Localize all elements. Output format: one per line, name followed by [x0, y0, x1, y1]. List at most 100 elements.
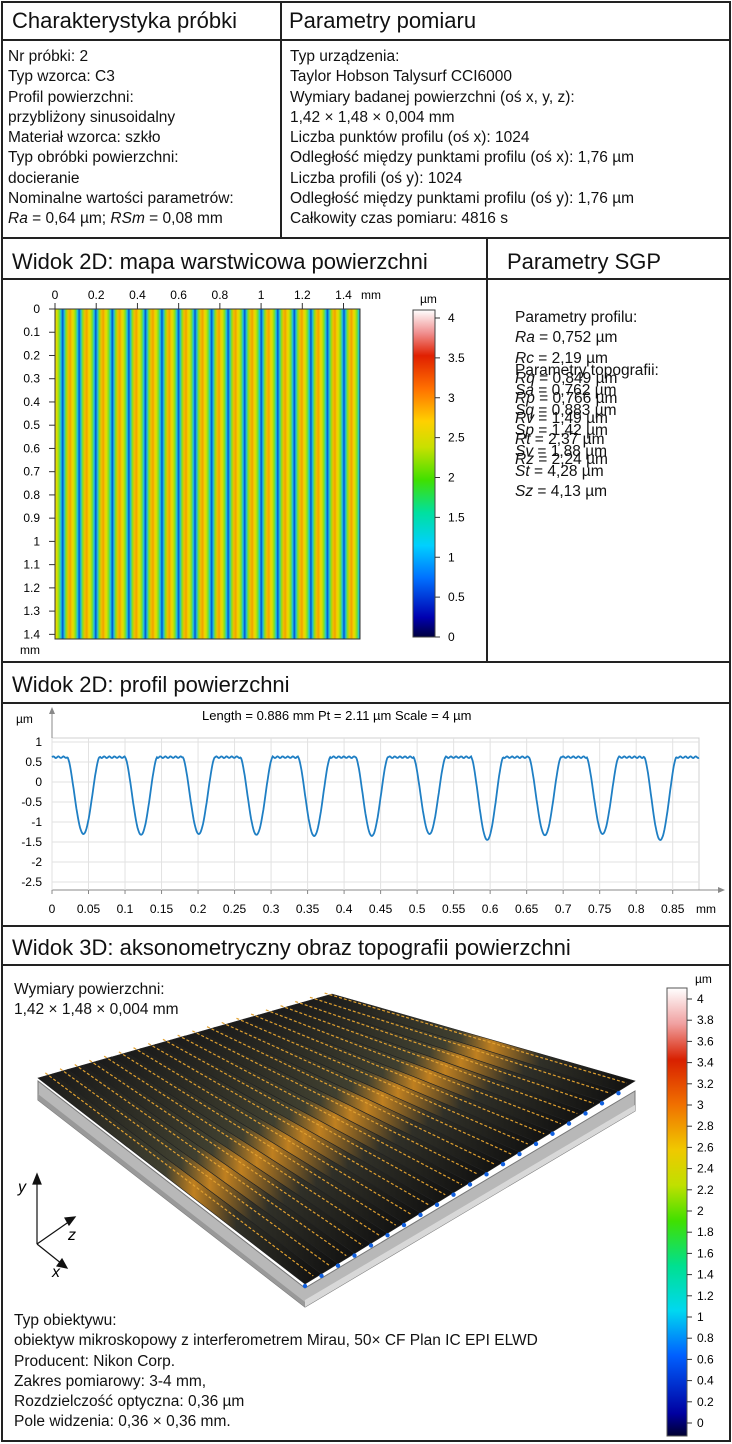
profile-x-tick: 0.2: [190, 902, 207, 916]
profile-y-tick: -1: [31, 815, 42, 829]
rsm-value: = 0,08 mm: [144, 210, 223, 228]
view3d-dims: Wymiary powierzchni: 1,42 × 1,48 × 0,004…: [14, 980, 179, 1021]
parameter-symbol: Rp: [515, 390, 535, 408]
contour-map-image: [55, 309, 360, 639]
profile-x-tick: 0.4: [336, 902, 353, 916]
parameter-row: Ra = 0,752 µm: [515, 328, 659, 348]
parameter-value: = 1,49 µm: [533, 410, 608, 428]
sample-profile-label: Profil powierzchni:: [8, 88, 134, 106]
map-y-tick: 1.3: [23, 604, 40, 618]
map-x-tick: 0.2: [88, 288, 105, 302]
colorbar-3d-tick: 0.2: [697, 1395, 714, 1409]
objective-line: Zakres pomiarowy: 3-4 mm,: [14, 1372, 207, 1390]
colorbar-3d-tick: 2.2: [697, 1183, 714, 1197]
parameter-value: = 1,88 µm: [533, 442, 608, 460]
profile-x-tick: 0.35: [296, 902, 320, 916]
ridge-crest: [89, 1059, 364, 1246]
ridge-crest: [250, 1013, 545, 1135]
parameter-symbol: Sz: [515, 483, 534, 501]
ridge-valley: [550, 1131, 555, 1136]
map-y-tick: 0.7: [23, 465, 40, 479]
profile-x-tick: 0.25: [223, 902, 247, 916]
divider: [1, 39, 731, 41]
parameter-value: = 2,24 µm: [533, 451, 608, 469]
colorbar-3d-tick: 1.6: [697, 1246, 714, 1260]
ra-value: = 0,64 µm;: [27, 210, 111, 228]
colorbar-2d-tick: 3: [448, 391, 455, 405]
ridge-valley: [335, 1263, 341, 1268]
parameter-symbol: Sv: [515, 442, 534, 460]
axis-y-label: y: [17, 1179, 27, 1196]
map-y-tick: 0: [33, 302, 40, 316]
profile-chart: µm Length = 0.886 mm Pt = 2.11 µm Scale …: [16, 707, 725, 916]
sample-type: Typ wzorca: C3: [8, 68, 115, 86]
ridge-crest: [177, 1034, 463, 1186]
colorbar-3d-tick: 2.4: [697, 1162, 714, 1176]
colorbar-3d-tick: 2: [697, 1204, 704, 1218]
measurement-line: 1,42 × 1,48 × 0,004 mm: [290, 108, 455, 126]
sample-treatment-value: docieranie: [8, 169, 80, 187]
map-y-unit: mm: [20, 643, 40, 657]
colorbar-3d-tick: 0: [697, 1416, 704, 1430]
map-x-tick: 1: [258, 288, 265, 302]
ridge-crest: [265, 1009, 561, 1125]
map-x-tick: 0: [52, 288, 59, 302]
map-x-tick: 1.2: [294, 288, 311, 302]
parameter-symbol: St: [515, 463, 530, 481]
parameter-value: = 2,19 µm: [533, 349, 608, 367]
measurement-line: Taylor Hobson Talysurf CCI6000: [290, 68, 512, 86]
ridge-crest: [118, 1051, 397, 1226]
ridge-crest: [59, 1068, 331, 1267]
ridge: [316, 993, 636, 1092]
map2d-header: Widok 2D: mapa warstwicowa powierzchni: [12, 249, 428, 274]
ridge-valley: [467, 1182, 473, 1187]
ridge-valley: [385, 1233, 390, 1238]
colorbar-2d-tick: 4: [448, 311, 455, 325]
divider: [280, 1, 282, 238]
profile-x-tick: 0.05: [77, 902, 101, 916]
ridge-valley: [319, 1273, 324, 1279]
map-y-tick: 0.9: [23, 511, 40, 525]
parameter-value: = 4,13 µm: [533, 483, 608, 501]
parameter-symbol: Sa: [515, 381, 534, 399]
colorbar-3d-tick: 4: [697, 992, 704, 1006]
profile-x-tick: 0.1: [117, 902, 134, 916]
measurement-line: Całkowity czas pomiaru: 4816 s: [290, 210, 508, 228]
sgp-topo-header: Parametry topografii:: [515, 361, 659, 379]
measurement-line: Liczba profili (oś y): 1024: [290, 169, 463, 187]
ridge-valley: [484, 1172, 489, 1177]
profile-y-tick: 0.5: [25, 755, 42, 769]
profile-line: [51, 754, 700, 841]
profile-x-tick: 0.7: [555, 902, 572, 916]
ridge-valley: [368, 1243, 374, 1248]
parameter-row: Sp = 1,42 µm: [515, 421, 659, 441]
map-x-tick: 0.6: [170, 288, 187, 302]
parameter-symbol: Rz: [515, 451, 534, 469]
parameter-value: = 4,28 µm: [529, 463, 604, 481]
map-y-tick: 0.2: [23, 348, 40, 362]
colorbar-3d-tick: 3.8: [697, 1013, 714, 1027]
ridge-valley: [566, 1121, 572, 1126]
sample-header: Charakterystyka próbki: [12, 8, 237, 33]
ridge-crest: [309, 996, 611, 1094]
ridge-crest: [162, 1038, 446, 1196]
parameter-symbol: Rt: [515, 430, 531, 448]
parameter-symbol: Sp: [515, 422, 534, 440]
ridge-valley: [451, 1192, 456, 1197]
ridge-crest: [44, 1072, 314, 1277]
map-x-tick: 1.4: [335, 288, 352, 302]
parameter-symbol: Rq: [515, 369, 535, 387]
colorbar-3d-tick: 1.8: [697, 1225, 714, 1239]
colorbar-3d-tick: 0.8: [697, 1331, 714, 1345]
colorbar-3d-tick: 2.6: [697, 1140, 714, 1154]
parameter-symbol: Ra: [515, 329, 535, 347]
measurement-info: Typ urządzenia: Taylor Hobson Talysurf CC…: [290, 47, 634, 230]
colorbar-2d-unit: µm: [420, 292, 437, 306]
topography-3d: y z x µm 4 3.8 3.6 3.4 3.2 3 2.8 2.6 2.4 2.2 2 1.8 1…: [17, 972, 714, 1437]
ridge-crest: [133, 1047, 413, 1216]
parameter-row: Rz = 2,24 µm: [515, 450, 659, 470]
ridge-crest: [295, 1000, 594, 1104]
profile-y-unit: µm: [16, 712, 33, 726]
axes-glyph: [32, 1172, 77, 1269]
